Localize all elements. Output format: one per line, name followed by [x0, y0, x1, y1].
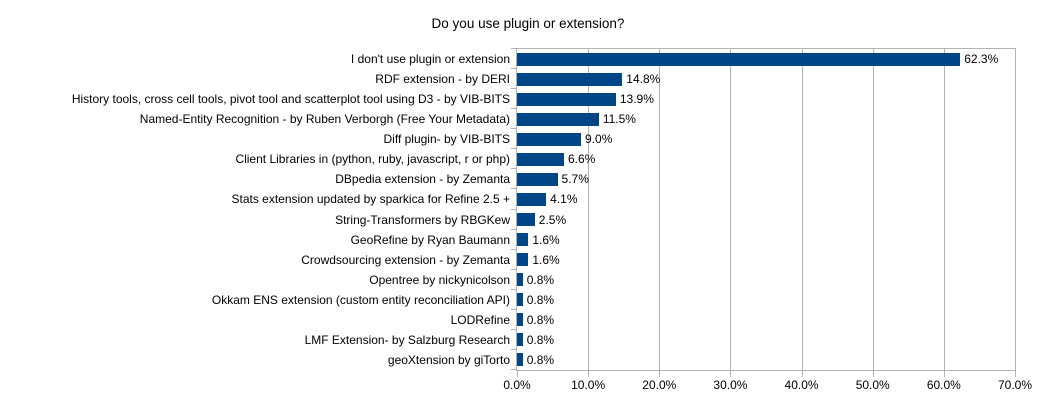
category-label: Diff plugin- by VIB-BITS [383, 132, 511, 147]
value-label: 4.1% [550, 192, 578, 207]
bar [517, 132, 582, 146]
category-label: Opentree by nickynicolson [369, 272, 510, 287]
value-label: 0.8% [526, 352, 555, 367]
y-axis-tick [511, 88, 516, 89]
y-axis-tick [511, 168, 516, 169]
value-label: 62.3% [964, 52, 999, 67]
x-axis-tick-label: 50.0% [855, 378, 890, 392]
plot-area [516, 48, 1016, 371]
category-label: Stats extension updated by sparkica for … [231, 192, 510, 207]
bar [517, 192, 547, 206]
y-axis-tick [511, 128, 516, 129]
x-axis-tick-label: 0.0% [503, 378, 531, 392]
bar [517, 72, 623, 86]
x-axis-tick [659, 371, 661, 377]
x-axis-tick [1015, 371, 1016, 377]
y-axis-tick [511, 48, 516, 49]
y-axis-tick [511, 108, 516, 109]
y-axis-tick [511, 229, 516, 230]
bar [517, 293, 523, 307]
y-axis-tick [511, 209, 516, 210]
y-axis-tick [511, 188, 516, 189]
gridline [730, 49, 732, 370]
x-axis-tick [517, 371, 518, 377]
x-axis-tick-label: 70.0% [997, 378, 1033, 392]
value-label: 0.8% [526, 312, 555, 327]
gridline [872, 49, 874, 370]
x-axis-tick-label: 30.0% [713, 378, 748, 392]
category-label: LODRefine [450, 312, 510, 327]
value-label: 1.6% [532, 232, 560, 247]
value-label: 14.8% [626, 72, 661, 87]
x-axis-tick [872, 371, 874, 377]
value-label: 5.7% [561, 172, 589, 187]
category-label: DBpedia extension - by Zemanta [335, 172, 510, 187]
category-label: History tools, cross cell tools, pivot t… [71, 92, 510, 107]
y-axis-tick [511, 289, 516, 290]
value-label: 13.9% [619, 92, 654, 107]
x-axis-tick-label: 10.0% [571, 378, 606, 392]
gridline [659, 49, 661, 370]
y-axis-tick [511, 68, 516, 69]
category-label: Named-Entity Recognition - by Ruben Verb… [139, 112, 510, 127]
category-label: RDF extension - by DERI [375, 72, 510, 87]
bar [517, 313, 523, 327]
x-axis-tick-label: 60.0% [926, 378, 961, 392]
x-axis-tick [801, 371, 803, 377]
value-label: 0.8% [526, 272, 555, 287]
bar [517, 273, 523, 287]
bar [517, 92, 616, 106]
x-axis-tick [588, 371, 590, 377]
x-axis-tick-label: 40.0% [784, 378, 819, 392]
y-axis-tick [511, 309, 516, 310]
y-axis-tick [511, 269, 516, 270]
y-axis-tick [511, 249, 516, 250]
bar [517, 213, 535, 227]
chart-title: Do you use plugin or extension? [431, 16, 625, 31]
bar [517, 333, 523, 347]
bar [517, 253, 529, 267]
bar [517, 112, 599, 126]
gridline [943, 49, 945, 370]
value-label: 6.6% [567, 152, 596, 167]
value-label: 0.8% [526, 332, 555, 347]
bar [517, 52, 961, 66]
value-label: 0.8% [526, 292, 555, 307]
y-axis-tick [511, 148, 516, 149]
y-axis-tick [511, 329, 516, 330]
category-label: geoXtension by giTorto [387, 352, 510, 367]
value-label: 1.6% [532, 252, 560, 267]
category-label: I don't use plugin or extension [350, 52, 510, 67]
value-label: 9.0% [585, 132, 613, 147]
gridline [801, 49, 803, 370]
category-label: Okkam ENS extension (custom entity recon… [211, 292, 510, 307]
value-label: 2.5% [538, 212, 567, 227]
gridline [588, 49, 590, 370]
bar [517, 353, 523, 367]
bar [517, 152, 564, 166]
category-label: Crowdsourcing extension - by Zemanta [301, 252, 510, 267]
category-label: String-Transformers by RBGKew [335, 212, 510, 227]
x-axis-tick-label: 20.0% [642, 378, 677, 392]
category-label: GeoRefine by Ryan Baumann [350, 232, 510, 247]
x-axis-tick [730, 371, 732, 377]
bar [517, 233, 529, 247]
category-label: LMF Extension- by Salzburg Research [304, 332, 510, 347]
x-axis-tick [943, 371, 945, 377]
value-label: 11.5% [602, 112, 636, 127]
y-axis-tick [511, 349, 516, 350]
category-label: Client Libraries in (python, ruby, javas… [235, 152, 510, 167]
bar [517, 172, 558, 186]
y-axis-tick [511, 369, 516, 370]
